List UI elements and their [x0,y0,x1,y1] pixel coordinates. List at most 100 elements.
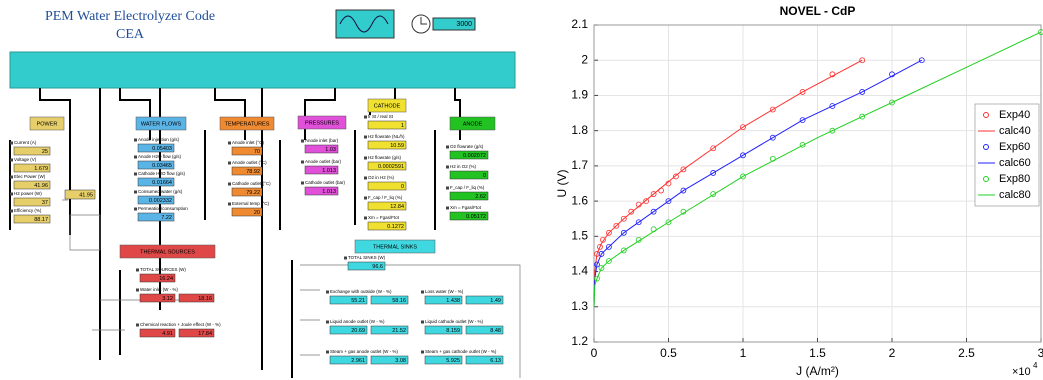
row-label: Current (A) [14,140,37,145]
row-marker [421,351,424,354]
row-label: Elec Power (W) [14,174,46,179]
x-tick-label: 2 [889,346,896,360]
row-label: O2 in H2 (%) [368,175,395,180]
legend-label: Exp80 [999,173,1030,185]
row-label: H2 power (W) [14,191,42,196]
row-marker [446,166,449,169]
legend-label: calc40 [999,125,1031,137]
row-label: H2 flowrate (NL/h) [368,134,405,139]
display-value: 37 [42,200,48,206]
row-marker [421,291,424,294]
legend-label: Exp60 [999,141,1030,153]
row-label: fr St / real St [368,114,394,119]
y-tick-label: 1.8 [571,123,588,137]
x-tick-label: 1.5 [809,346,826,360]
display-value: 2.62 [475,194,486,200]
y-tick-label: 2.1 [571,17,588,31]
row-label: TOTAL SINKS (W) [348,255,386,260]
clock-value: 3000 [456,21,472,28]
diagram: POWERCurrent (A)25Voltage (V)1.679Elec P… [10,99,503,364]
row-label: H2 flowrate (g/s) [368,155,402,160]
display-value: 0 [483,173,486,179]
x-tick-label: 2.5 [958,346,975,360]
row-marker [326,291,329,294]
row-label: Exchange with outside (W - %) [330,289,392,294]
bus [10,52,515,88]
block-label: PRESSURES [305,120,339,126]
display-value: 0.1272 [387,224,404,230]
y-tick-label: 1.2 [571,334,588,348]
row-label: Anode injection (g/s) [138,137,180,142]
row-marker [10,176,13,179]
y-tick-label: 1.4 [571,264,588,278]
row-marker [446,207,449,210]
row-label: Xm = Fgas/Ftot [450,205,482,210]
row-label: Anode outlet (°C) [232,160,267,165]
row-label: Anode inlet (°C) [232,140,264,145]
row-marker [344,257,347,260]
row-label: Cathode H2O flow (g/s) [138,171,186,176]
scope [336,10,394,38]
y-axis-label: U (V) [555,170,569,198]
block-label: ANODE [463,121,483,127]
display-value: 1.679 [34,166,48,172]
row-label: Loss water (W - %) [425,289,464,294]
y-tick-label: 1.3 [571,299,588,313]
display-value: 0.002332 [149,198,172,204]
row-marker [301,182,304,185]
row-label: F_cap / F_liq (%) [450,185,485,190]
row-marker [10,142,13,145]
row-marker [228,203,231,206]
row-label: Anode inlet (bar) [305,138,339,143]
row-label: Cathode outlet (°C) [232,181,271,186]
display-value: 20 [254,210,260,216]
block-label: THERMAL SINKS [373,244,417,250]
row-marker [301,140,304,143]
display-value: 12.84 [390,204,404,210]
row-marker [364,197,367,200]
block-label: THERMAL SOURCES [140,249,195,255]
display-value: 58.16 [392,298,406,304]
row-marker [364,177,367,180]
display-value: 41.96 [34,183,48,189]
display-value: 3.12 [162,296,173,302]
legend-label: calc60 [999,157,1031,169]
row-label: O2 flowrate (g/s) [450,144,484,149]
row-marker [10,210,13,213]
row-label: External temp (°C) [232,201,270,206]
display-value: 70 [254,149,260,155]
row-label: Chemical reaction + Joule effect (W - %) [140,322,221,327]
display-value: 1.013 [322,168,336,174]
row-marker [134,173,137,176]
x-tick-label: 3 [1038,346,1043,360]
display-value: 0.002072 [463,153,486,159]
diagram-title: PEM Water Electrolyzer Code [45,9,215,24]
page: PEM Water Electrolyzer Code CEA 3000 POW… [0,0,1043,380]
block-label: POWER [37,121,58,127]
x-tick-label: 1 [740,346,747,360]
display-value: 5.925 [446,358,460,364]
row-label: Liquid cathode outlet (W - %) [425,319,484,324]
x-tick-label: 0.5 [660,346,677,360]
display-value: 18.16 [198,296,212,302]
row-marker [136,324,139,327]
display-value: 1.013 [322,189,336,195]
row-marker [446,187,449,190]
row-label: Liquid anode outlet (W - %) [330,319,385,324]
display-value: 0.01664 [152,180,172,186]
row-label: Steam + gas anode outlet (W - %) [330,349,398,354]
display-value: 1 [401,123,404,129]
row-marker [134,139,137,142]
display-value: 2.961 [351,358,365,364]
y-tick-label: 1.7 [571,158,588,172]
row-marker [10,193,13,196]
legend-label: Exp40 [999,109,1030,121]
row-label: Xm = Fgas/Ftot [368,215,400,220]
display-value: 0 [401,184,404,190]
x-axis-label: J (A/m²) [796,364,839,378]
display-value: 0.05172 [466,214,486,220]
row-label: Anode outlet (bar) [305,159,342,164]
display-value: 1.49 [490,298,501,304]
display-value: 10.59 [390,143,404,149]
row-label: Efficiency (%) [14,208,42,213]
